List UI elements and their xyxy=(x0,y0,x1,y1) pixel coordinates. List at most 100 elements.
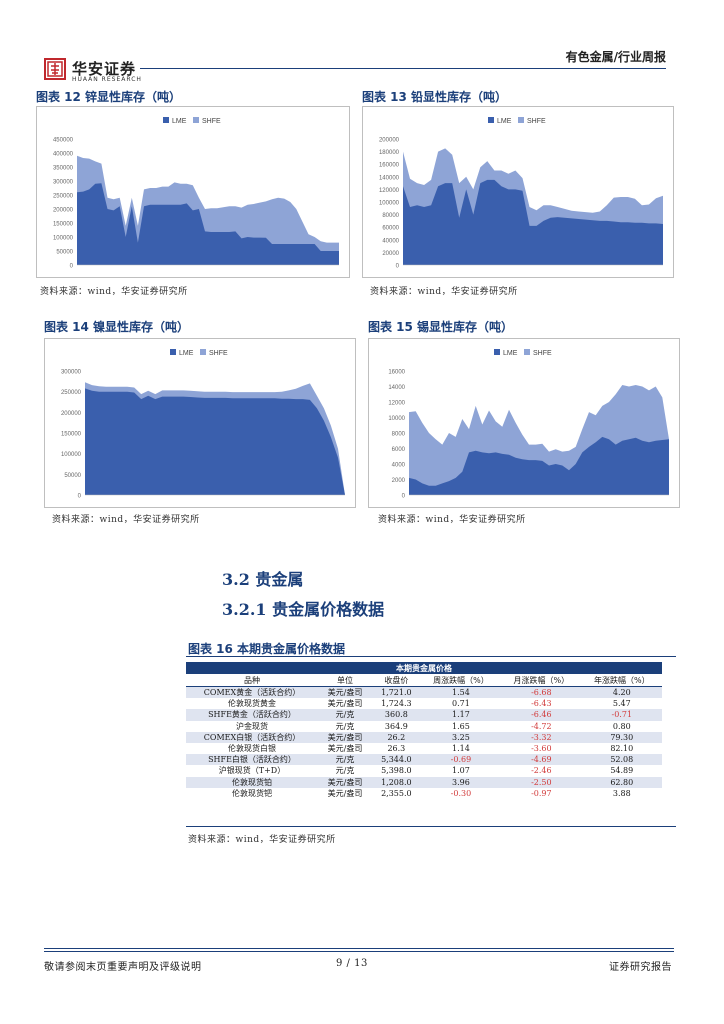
y-tick-label: 250000 xyxy=(53,194,74,200)
table-cell: -0.30 xyxy=(450,788,472,798)
legend-swatch-lme xyxy=(488,117,494,123)
table-cell: 沪银现货（T+D） xyxy=(218,766,286,776)
legend-label: LME xyxy=(497,118,512,125)
y-tick-label: 0 xyxy=(70,264,74,270)
chart-nickel-inventory: LME SHFE 300000 250000 200000 150000 100000 500… xyxy=(44,338,356,508)
table-cell: 1,724.3 xyxy=(381,699,412,709)
table-cell: -3.32 xyxy=(501,731,582,743)
table-title: 图表 16 本期贵金属价格数据 xyxy=(188,642,346,656)
legend-swatch-shfe xyxy=(193,117,199,123)
price-table: 本期贵金属价格 品种 单位 收盘价 周涨跌幅（%） 月涨跌幅（%） 年涨跌幅（%） COM… xyxy=(186,662,662,799)
y-tick-label: 6000 xyxy=(392,447,406,453)
table-cell: 1.07 xyxy=(452,766,470,776)
y-tick-label: 450000 xyxy=(53,138,74,144)
y-tick-label: 200000 xyxy=(61,411,82,417)
table-row: 伦敦现货铂 美元/盎司 1,208.0 3.96 -2.50 62.80 xyxy=(186,776,662,788)
table-cell: 2,355.0 xyxy=(381,788,412,798)
table-cell: -6.68 xyxy=(501,686,582,699)
chart-lead-inventory: LME SHFE 200000 180000 160000 140000 120000 100… xyxy=(362,106,674,278)
table-band-title: 本期贵金属价格 xyxy=(186,662,662,674)
legend-swatch-lme xyxy=(494,349,500,355)
y-tick-label: 2000 xyxy=(392,478,406,484)
y-tick-label: 100000 xyxy=(379,201,400,207)
table-cell: 82.10 xyxy=(610,744,634,754)
table-cell: 5,344.0 xyxy=(371,754,421,766)
table-header-cell: 年涨跌幅（%） xyxy=(581,674,662,687)
table-cell: 79.30 xyxy=(581,731,662,743)
y-tick-label: 400000 xyxy=(53,152,74,158)
y-tick-label: 14000 xyxy=(388,385,405,391)
subsection-heading: 3.2.1 贵金属价格数据 xyxy=(222,600,385,619)
table-cell: -2.50 xyxy=(501,776,582,788)
table-cell: -0.69 xyxy=(420,754,502,766)
table-cell: 3.96 xyxy=(420,776,502,788)
footer-divider xyxy=(44,951,674,952)
table-cell: 沪金现货 xyxy=(236,721,268,731)
table-cell: 364.9 xyxy=(384,721,408,731)
table-cell: 26.2 xyxy=(371,731,421,743)
table-cell: 美元/盎司 xyxy=(318,686,372,699)
table-cell: -3.60 xyxy=(531,744,552,754)
figure-source: 资料来源：wind，华安证券研究所 xyxy=(52,515,200,525)
section-heading: 3.2 贵金属 xyxy=(222,570,304,589)
y-tick-label: 0 xyxy=(402,494,406,500)
figure-title: 图表 13 铅显性库存（吨） xyxy=(362,90,508,104)
table-cell: COMEX白银（活跃合约） xyxy=(186,731,318,743)
y-tick-label: 300000 xyxy=(53,180,74,186)
y-tick-label: 50000 xyxy=(56,250,73,256)
footer-divider xyxy=(44,948,674,949)
page-number: 9 / 13 xyxy=(336,958,368,969)
legend-label: SHFE xyxy=(209,350,228,357)
table-cell: -2.46 xyxy=(531,766,552,776)
table-cell: 美元/盎司 xyxy=(327,744,363,754)
table-cell: 美元/盎司 xyxy=(318,731,372,743)
table-cell: 美元/盎司 xyxy=(327,788,363,798)
table-row: 沪银现货（T+D） 元/克 5,398.0 1.07 -2.46 54.89 xyxy=(186,765,662,776)
legend-swatch-shfe xyxy=(524,349,530,355)
y-tick-label: 8000 xyxy=(392,432,406,438)
table-cell: 0.80 xyxy=(612,721,631,731)
table-cell: 元/克 xyxy=(335,721,355,731)
table-header-cell: 周涨跌幅（%） xyxy=(420,674,502,687)
table-header-cell: 品种 xyxy=(186,674,318,687)
table-cell: 伦敦现货白银 xyxy=(228,744,276,754)
figure-title: 图表 12 锌显性库存（吨） xyxy=(36,90,182,104)
table-cell: 伦敦现货钯 xyxy=(232,788,272,798)
table-cell: 美元/盎司 xyxy=(327,699,363,709)
series-area-lme xyxy=(409,436,669,495)
table-cell: 3.25 xyxy=(420,731,502,743)
chart-tin-inventory: LME SHFE 16000 14000 12000 10000 8000 6000 4000 2… xyxy=(368,338,680,508)
table-row: 伦敦现货钯 美元/盎司 2,355.0 -0.30 -0.97 3.88 xyxy=(186,788,662,799)
table-row: 伦敦现货白银 美元/盎司 26.3 1.14 -3.60 82.10 xyxy=(186,743,662,754)
table-cell: SHFE白银（活跃合约） xyxy=(186,754,318,766)
table-cell: 1,208.0 xyxy=(371,776,421,788)
figure-source: 资料来源：wind，华安证券研究所 xyxy=(40,287,188,297)
table-header-cell: 单位 xyxy=(318,674,372,687)
table-cell: 伦敦现货铂 xyxy=(186,776,318,788)
table-cell: 1,721.0 xyxy=(371,686,421,699)
table-cell: 1.14 xyxy=(452,744,470,754)
table-cell: SHFE黄金（活跃合约） xyxy=(186,709,318,721)
y-tick-label: 12000 xyxy=(388,401,405,407)
y-tick-label: 0 xyxy=(396,264,400,270)
y-tick-label: 140000 xyxy=(379,175,400,181)
y-tick-label: 350000 xyxy=(53,166,74,172)
legend-label: SHFE xyxy=(202,118,221,125)
table-cell: 1.54 xyxy=(420,686,502,699)
y-tick-label: 150000 xyxy=(61,432,82,438)
table-row: COMEX黄金（活跃合约） 美元/盎司 1,721.0 1.54 -6.68 4.20 xyxy=(186,686,662,699)
y-tick-label: 300000 xyxy=(61,370,82,376)
table-cell: 1.17 xyxy=(420,709,502,721)
table-cell: 26.3 xyxy=(387,744,406,754)
footer-label: 证券研究报告 xyxy=(609,962,672,973)
y-tick-label: 100000 xyxy=(53,236,74,242)
series-area-lme xyxy=(85,388,345,495)
legend-label: SHFE xyxy=(527,118,546,125)
y-tick-label: 160000 xyxy=(379,163,400,169)
table-row: 伦敦现货黄金 美元/盎司 1,724.3 0.71 -6.43 5.47 xyxy=(186,698,662,709)
legend-swatch-shfe xyxy=(200,349,206,355)
series-area-lme xyxy=(77,183,339,265)
legend-label: LME xyxy=(179,350,194,357)
table-cell: 360.8 xyxy=(371,709,421,721)
table-cell: 54.89 xyxy=(610,766,634,776)
